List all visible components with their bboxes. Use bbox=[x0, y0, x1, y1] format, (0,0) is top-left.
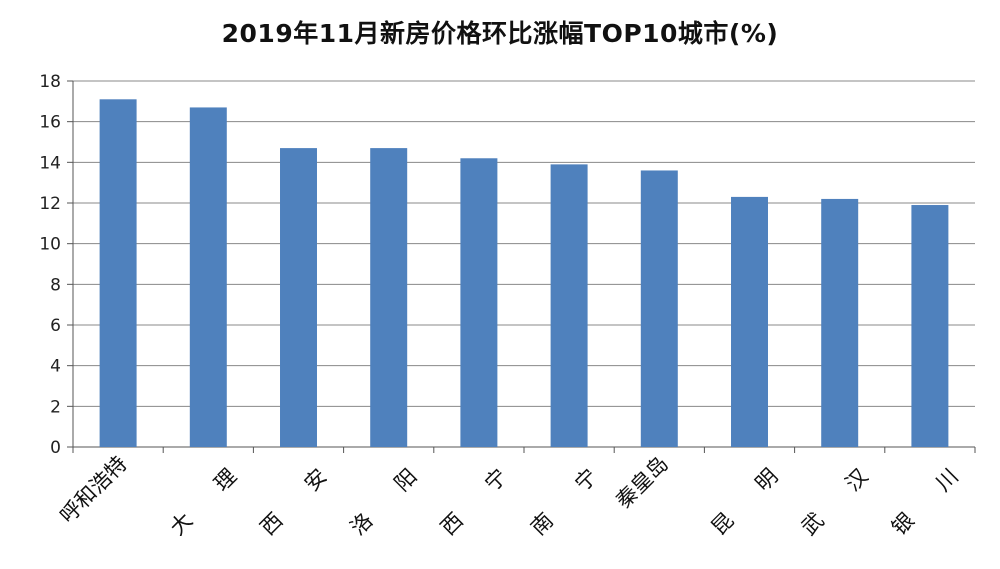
category-label-part: 西 bbox=[256, 508, 288, 540]
category-label-part: 汉 bbox=[841, 464, 873, 496]
category-label-part: 宁 bbox=[480, 464, 512, 496]
category-label-part: 武 bbox=[797, 508, 829, 540]
y-tick-label: 6 bbox=[50, 316, 61, 336]
bar bbox=[731, 196, 768, 447]
bar bbox=[280, 148, 317, 447]
y-tick-label: 8 bbox=[50, 275, 61, 295]
bar bbox=[640, 170, 678, 447]
y-tick-label: 0 bbox=[50, 438, 61, 458]
y-tick-label: 4 bbox=[50, 357, 61, 377]
bar bbox=[911, 205, 949, 447]
category-label-part: 洛 bbox=[346, 508, 378, 540]
category-label-part: 宁 bbox=[570, 464, 602, 496]
category-label-part: 大 bbox=[165, 508, 197, 540]
bar bbox=[370, 148, 408, 447]
chart-title: 2019年11月新房价格环比涨幅TOP10城市(%) bbox=[221, 19, 779, 48]
y-tick-label: 16 bbox=[39, 113, 61, 133]
y-tick-label: 2 bbox=[50, 397, 61, 417]
category-label-part: 昆 bbox=[707, 508, 739, 540]
category-label-part: 安 bbox=[300, 464, 332, 496]
category-label: 呼和浩特 bbox=[55, 452, 131, 528]
category-label-part: 南 bbox=[526, 508, 558, 540]
bar bbox=[550, 164, 588, 447]
y-tick-label: 10 bbox=[39, 235, 61, 255]
category-label-part: 银 bbox=[887, 508, 919, 540]
bar bbox=[99, 99, 137, 448]
category-label: 秦皇岛 bbox=[611, 452, 673, 514]
y-tick-label: 14 bbox=[39, 153, 61, 173]
category-label-part: 川 bbox=[931, 464, 963, 496]
category-label-part: 理 bbox=[209, 464, 241, 496]
category-label-part: 西 bbox=[436, 508, 468, 540]
category-label-part: 明 bbox=[751, 464, 783, 496]
bar bbox=[189, 107, 227, 447]
y-tick-label: 12 bbox=[39, 194, 61, 214]
bar bbox=[460, 158, 498, 447]
category-label-part: 阳 bbox=[390, 464, 422, 496]
y-tick-label: 18 bbox=[39, 72, 61, 92]
bar bbox=[821, 198, 859, 447]
